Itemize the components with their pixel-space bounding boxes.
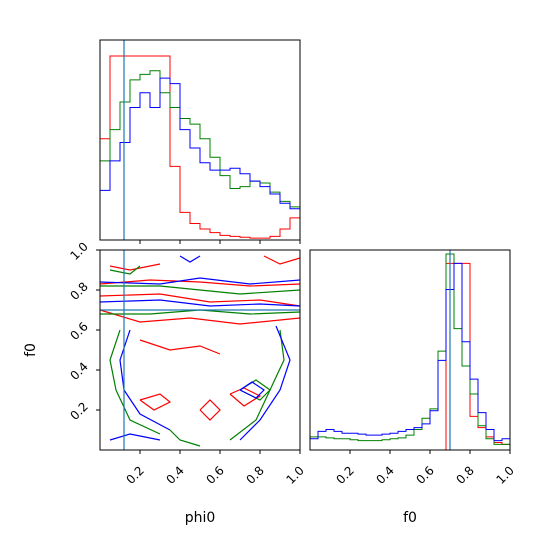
contour-line-20: [239, 381, 265, 399]
side-x-tick-label-4: 1.0: [493, 463, 516, 486]
side-x-tick-label-3: 0.8: [453, 463, 476, 486]
hist-phi0-series-0: [99, 55, 301, 240]
side-x-tick-label-2: 0.6: [413, 463, 436, 486]
main-y-tick-label-3: 0.8: [67, 279, 90, 302]
contour-line-1: [99, 293, 301, 307]
contour-line-8: [263, 255, 301, 265]
main-x-tick-label-3: 0.8: [243, 463, 266, 486]
panel-frame-side: [309, 249, 511, 451]
main-y-tick-label-2: 0.6: [67, 319, 90, 342]
contour-line-7: [109, 263, 161, 271]
contour-line-19: [239, 325, 291, 441]
panels-layer: 0.2 0.4 0.6 0.8 1.0 0.2 0.4 0.6 0.8 1.0 0.2 0.4 0.6 0…: [67, 39, 517, 487]
y-axis-title-f0: f0: [23, 343, 39, 357]
contour-line-5: [199, 399, 221, 421]
hist-f0-series-0: [310, 262, 511, 451]
contour-line-0: [99, 279, 301, 287]
panel-frame-top: [99, 39, 301, 241]
side-x-tick-label-0: 0.2: [333, 463, 356, 486]
contour-line-21: [109, 433, 161, 441]
side-x-tick-label-1: 0.4: [373, 463, 396, 486]
contour-line-13: [169, 429, 201, 447]
main-x-tick-label-4: 1.0: [283, 463, 306, 486]
x-axis-title-f0: f0: [403, 510, 417, 526]
contour-line-3: [139, 339, 221, 355]
main-x-tick-label-2: 0.6: [203, 463, 226, 486]
contour-line-22: [179, 255, 201, 263]
hist-f0-series-1: [309, 253, 511, 450]
contour-line-17: [99, 299, 301, 307]
main-x-tick-label-1: 0.4: [163, 463, 186, 486]
x-axis-title-phi0: phi0: [185, 510, 216, 526]
main-y-tick-label-4: 1.0: [67, 239, 90, 262]
main-y-tick-label-0: 0.2: [67, 399, 90, 422]
contour-line-2: [99, 309, 301, 325]
main-y-tick-label-1: 0.4: [67, 359, 90, 382]
contour-line-16: [99, 277, 301, 285]
contour-line-9: [100, 285, 301, 295]
panel-frame-main: [99, 249, 301, 451]
hist-phi0-series-2: [99, 77, 301, 240]
contour-line-15: [109, 265, 141, 275]
contour-line-6: [229, 387, 262, 407]
hist-phi0-series-1: [99, 70, 301, 240]
hist-f0-series-2: [309, 262, 511, 450]
contour-line-11: [109, 329, 161, 435]
contour-line-4: [139, 393, 172, 411]
main-x-tick-label-0: 0.2: [123, 463, 146, 486]
